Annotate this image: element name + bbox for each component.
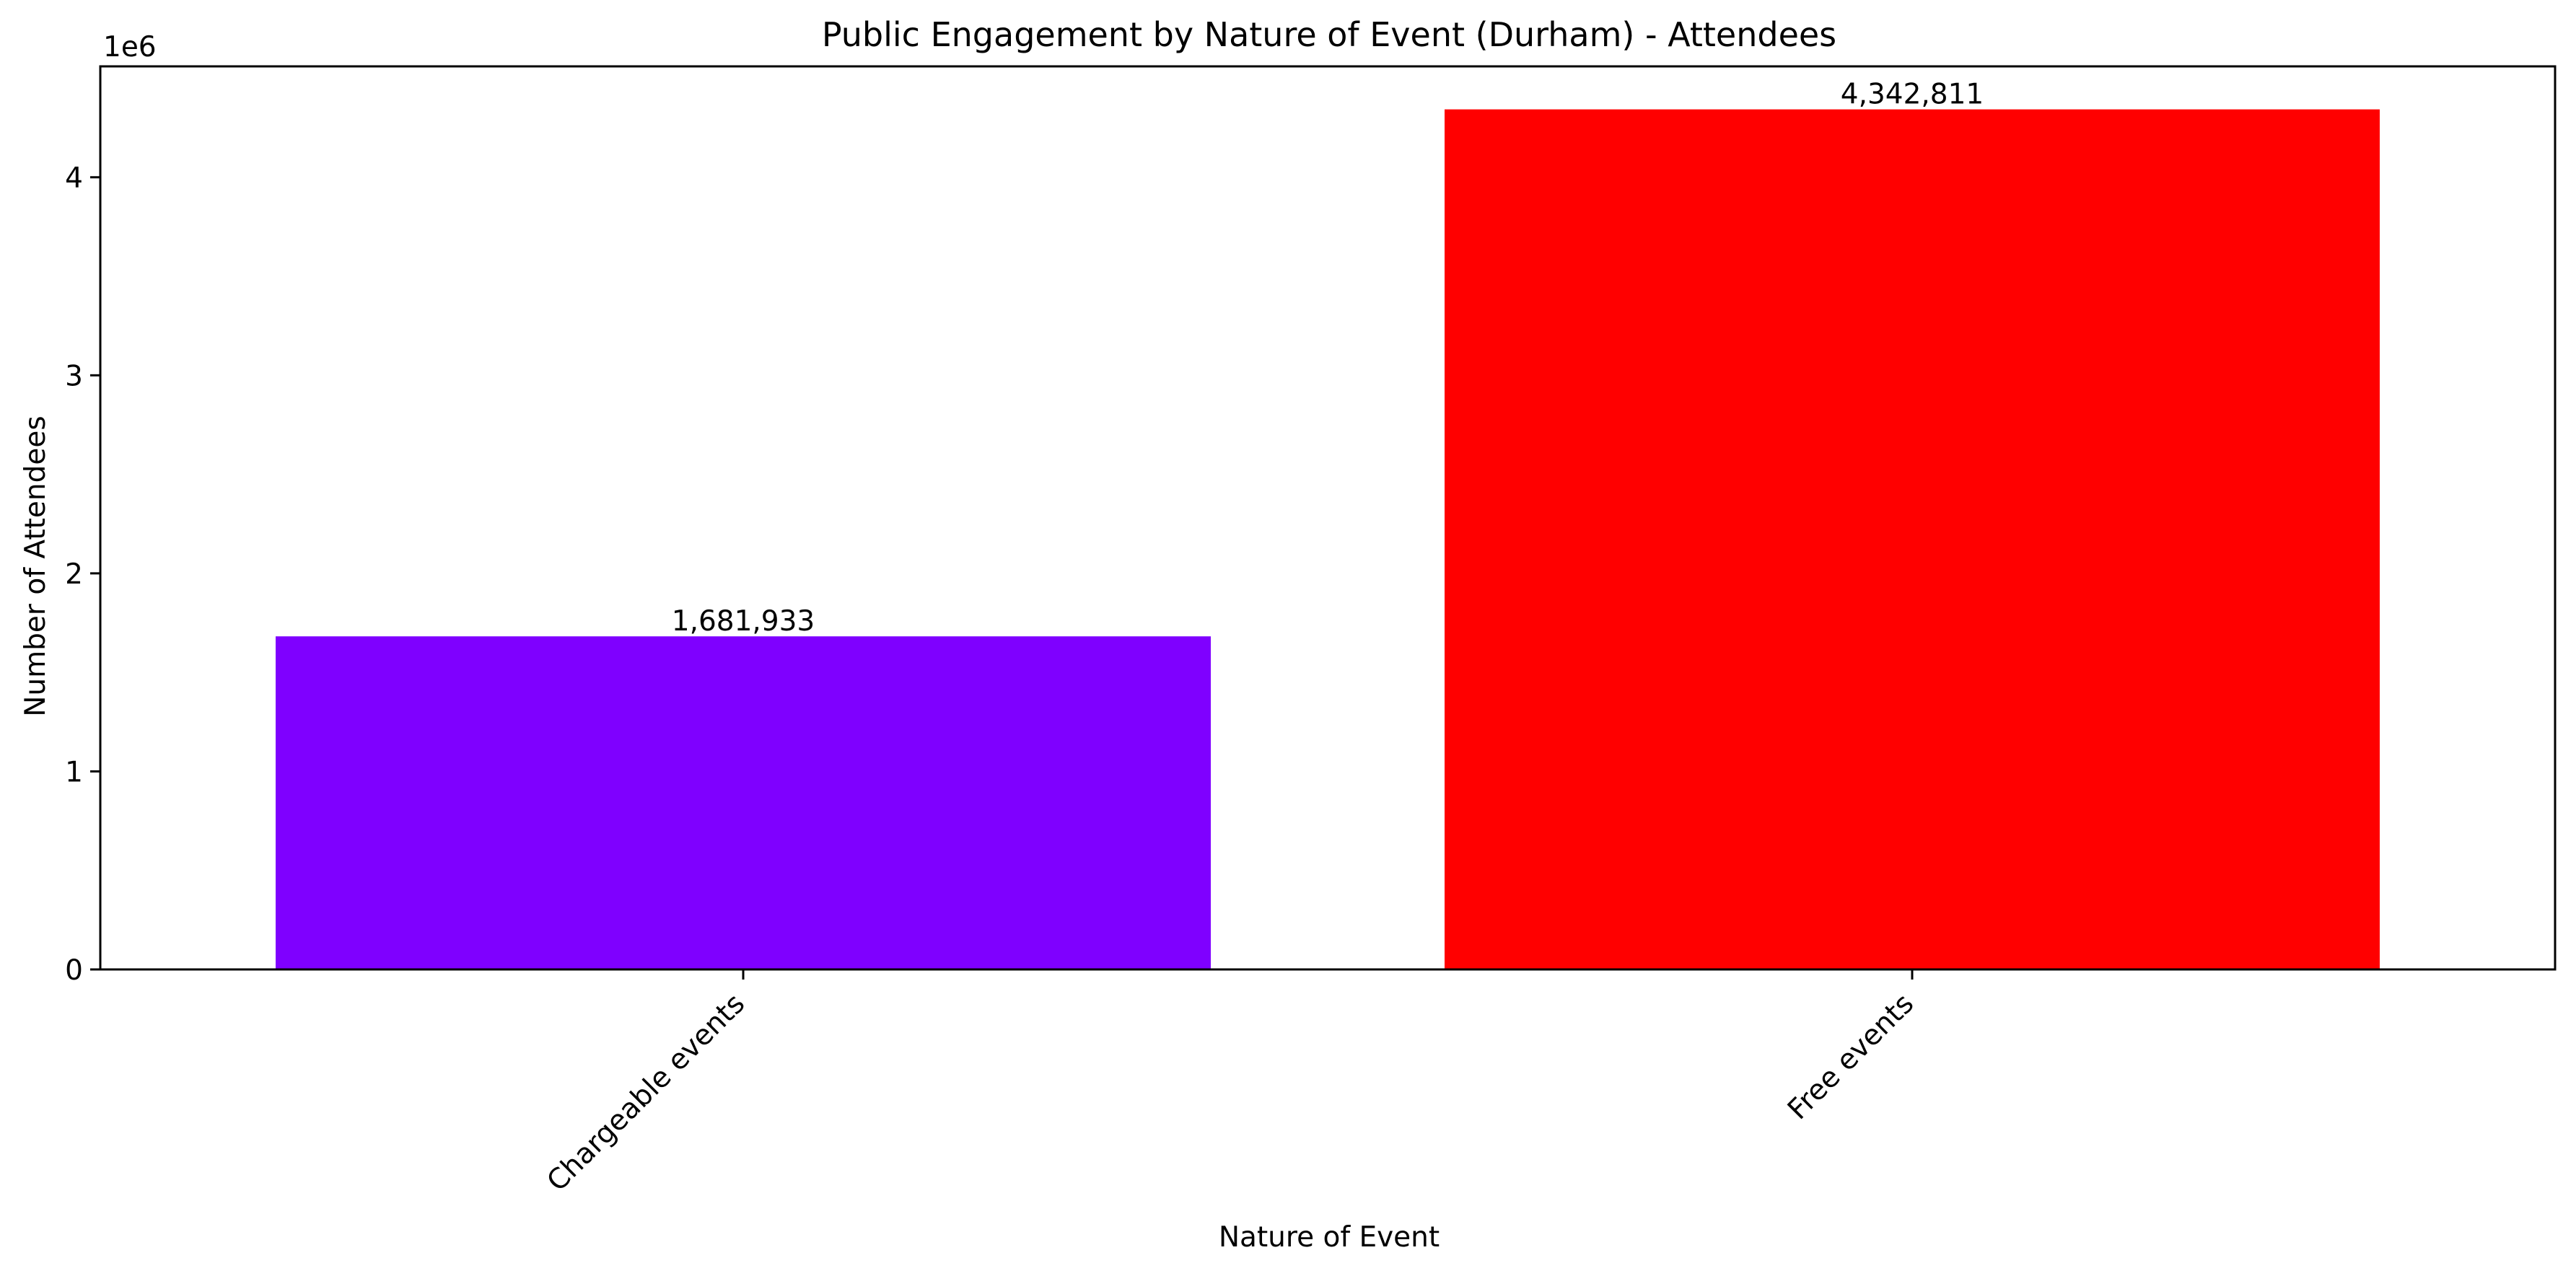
y-tick-label: 1	[65, 756, 83, 788]
y-tick-label: 0	[65, 954, 83, 987]
bar-value-label: 4,342,811	[1841, 79, 1984, 111]
y-tick-label: 3	[65, 360, 83, 392]
x-axis-label: Nature of Event	[1219, 1221, 1440, 1254]
y-axis-offset-label: 1e6	[103, 31, 157, 63]
chart-title: Public Engagement by Nature of Event (Du…	[822, 15, 1836, 54]
y-tick-label: 2	[65, 558, 83, 591]
bars-group: 1,681,933 4,342,811	[276, 79, 2380, 969]
y-axis: 0 1 2 3 4	[65, 162, 100, 987]
y-tick-label: 4	[65, 162, 83, 195]
bar-free-events	[1445, 109, 2380, 969]
bar-value-label: 1,681,933	[672, 605, 815, 638]
bar-chargeable-events	[276, 636, 1211, 969]
y-axis-label: Number of Attendees	[19, 415, 52, 716]
plot-frame	[99, 65, 2557, 971]
